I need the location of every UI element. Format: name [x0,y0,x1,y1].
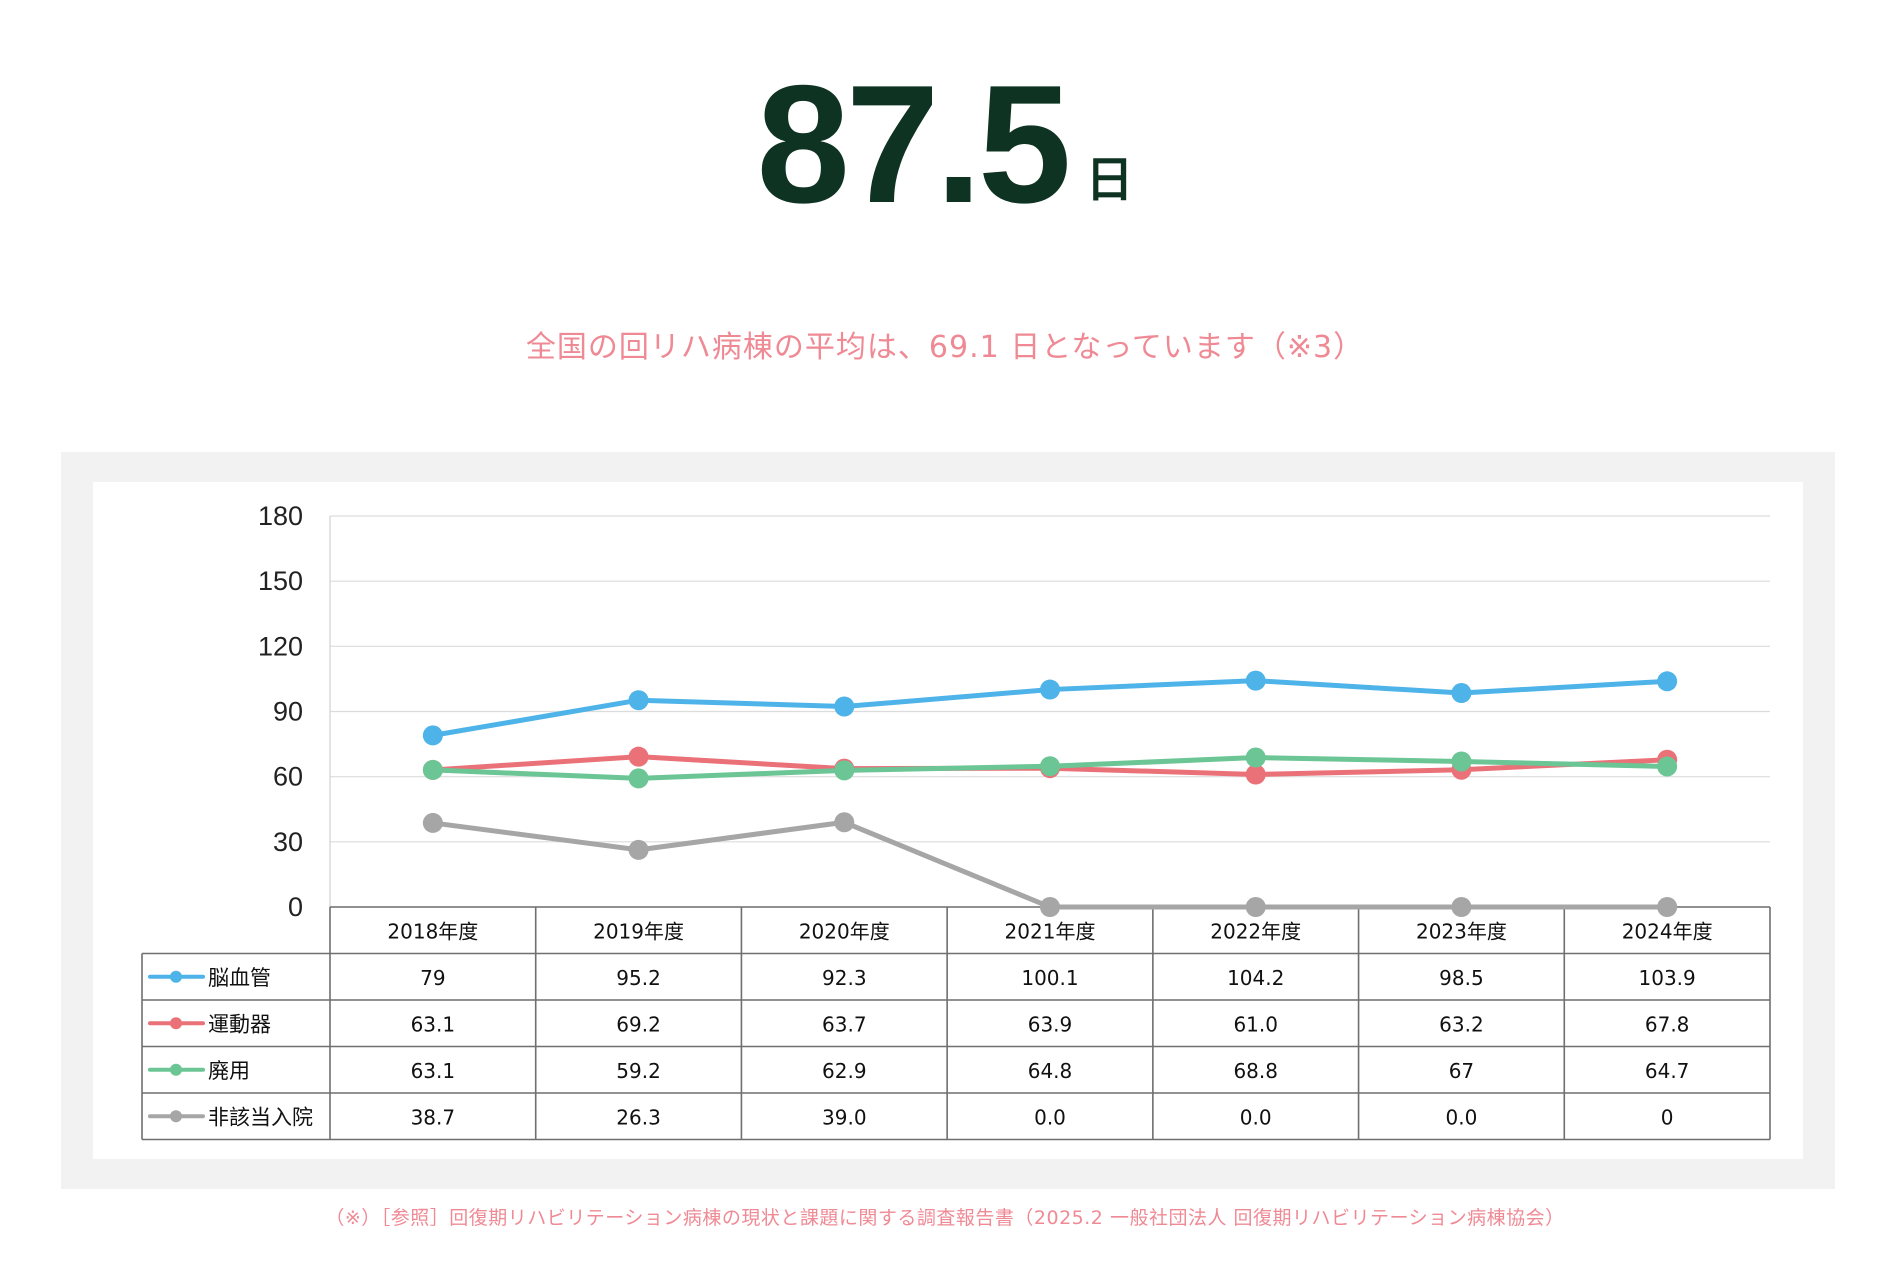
table-cell-value: 38.7 [411,1105,456,1129]
series-4-point [834,812,855,833]
table-cell-value: 26.3 [616,1105,661,1129]
y-tick-label: 30 [273,827,303,857]
table-cell-value: 0.0 [1446,1105,1478,1129]
series-4-point [1657,897,1678,917]
y-tick-label: 0 [288,892,303,922]
series-1-point [1040,679,1060,700]
chart-frame: 0 30 60 90 120 150 180 2018年度 2019年度 2020年度 2021年度… [61,452,1835,1189]
table-cell-value: 39.0 [822,1105,867,1129]
table-cell-value: 64.8 [1028,1059,1073,1083]
legend-marker-2 [170,1017,182,1030]
series-4-point [422,812,443,833]
table-cell-value: 98.5 [1439,966,1484,990]
series-3-point [1451,751,1472,772]
table-cell-value: 63.1 [411,1012,456,1036]
series-1-point [1245,670,1266,691]
series-4-point [1451,897,1472,917]
table-cell-value: 63.9 [1028,1012,1073,1036]
y-tick-label: 120 [258,631,303,661]
series-2-point [628,746,649,767]
line-chart: 0 30 60 90 120 150 180 2018年度 2019年度 2020年度 2021年度… [141,501,1771,1141]
table-cell-value: 67.8 [1645,1012,1690,1036]
table-cell-value: 69.2 [616,1012,661,1036]
series-1-point [422,725,443,746]
x-category-label: 2019年度 [593,919,684,943]
y-tick-label: 60 [273,762,303,792]
table-cell-value: 63.7 [822,1012,867,1036]
series-name: 廃用 [208,1059,250,1083]
series-4-point [628,839,649,860]
x-category-label: 2024年度 [1622,919,1713,943]
y-tick-label: 90 [273,697,303,727]
table-cell-value: 103.9 [1639,966,1696,990]
headline-unit: 日 [1085,152,1134,208]
series-2-point [1245,764,1266,785]
x-category-label: 2018年度 [387,919,478,943]
table-cell-value: 0.0 [1240,1105,1272,1129]
x-category-label: 2022年度 [1210,919,1301,943]
series-3-point [1657,756,1678,777]
series-4-point [1040,897,1060,917]
series-1-point [834,696,855,717]
x-category-label: 2020年度 [799,919,890,943]
legend-marker-4 [170,1110,182,1123]
series-3-point [834,760,855,781]
series-3-point [1245,747,1266,768]
table-cell-value: 63.1 [411,1059,456,1083]
series-name: 脳血管 [208,966,271,990]
series-1-point [628,690,649,711]
series-3-point [628,768,649,789]
series-1-point [1451,683,1472,704]
table-cell-value: 68.8 [1233,1059,1278,1083]
x-category-label: 2021年度 [1005,919,1096,943]
table-cell-value: 62.9 [822,1059,867,1083]
chart-panel: 0 30 60 90 120 150 180 2018年度 2019年度 2020年度 2021年度… [93,482,1803,1159]
table-cell-value: 59.2 [616,1059,661,1083]
table-cell-value: 0 [1661,1105,1674,1129]
table-cell-value: 61.0 [1233,1012,1278,1036]
table-cell-value: 92.3 [822,966,867,990]
table-cell-value: 95.2 [616,966,661,990]
table-cell-value: 104.2 [1227,966,1284,990]
series-name: 非該当入院 [208,1105,313,1129]
series-line-4 [430,819,1670,910]
legend-marker-3 [170,1063,182,1076]
series-3-point [422,759,443,780]
series-4-point [1245,897,1266,917]
y-tick-label: 180 [258,501,303,531]
table-cell-value: 64.7 [1645,1059,1690,1083]
table-cell-value: 79 [420,966,445,990]
table-cell-value: 100.1 [1021,966,1078,990]
headline-value: 87.5 [756,50,1072,238]
table-cell-value: 0.0 [1034,1105,1066,1129]
legend-marker-1 [170,970,182,983]
table-cell-value: 67 [1449,1059,1474,1083]
y-tick-label: 150 [258,566,303,596]
series-3-point [1040,756,1060,777]
table-cell-value: 63.2 [1439,1012,1484,1036]
national-average-note: 全国の回リハ病棟の平均は、69.1 日となっています（※3） [525,330,1365,365]
headline: 87.5 日 [0,60,1890,228]
reference-footnote: （※）［参照］回復期リハビリテーション病棟の現状と課題に関する調査報告書（202… [325,1207,1565,1229]
series-name: 運動器 [208,1012,271,1036]
x-category-label: 2023年度 [1416,919,1507,943]
series-1-point [1657,671,1678,692]
